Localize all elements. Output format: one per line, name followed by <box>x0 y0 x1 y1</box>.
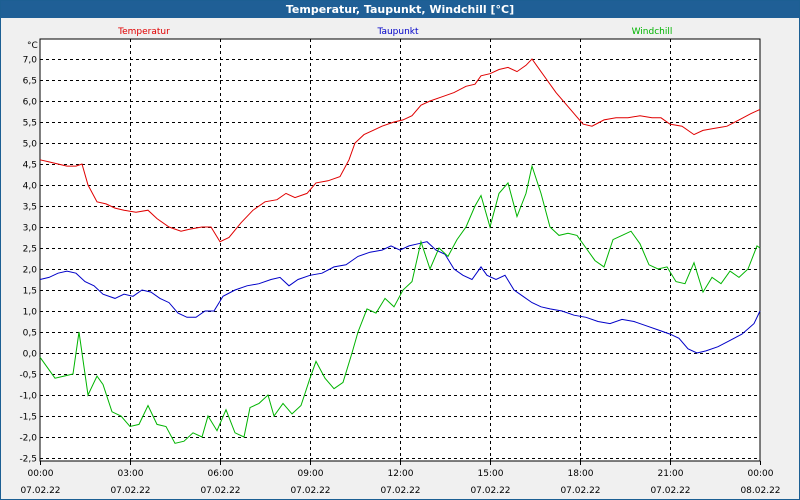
y-tick-label: 3,5 <box>23 203 37 213</box>
y-tick-label: 6,0 <box>23 98 38 108</box>
x-tick-date: 07.02.22 <box>20 486 60 496</box>
y-tick-label: -1,0 <box>19 392 37 402</box>
x-tick-time: 03:00 <box>118 469 144 479</box>
y-tick-label: 3,0 <box>23 224 38 234</box>
y-tick-label: 0,0 <box>23 350 38 360</box>
x-tick-time: 00:00 <box>28 469 54 479</box>
y-tick-label: 1,5 <box>23 287 37 297</box>
y-tick-label: 1,0 <box>23 308 38 318</box>
y-tick-label: -2,5 <box>19 455 37 465</box>
y-axis-label: °C <box>27 41 38 51</box>
y-tick-label: 7,0 <box>23 56 38 66</box>
x-tick-date: 08.02.22 <box>740 486 780 496</box>
legend-windchill: Windchill <box>632 27 673 37</box>
y-tick-label: 5,0 <box>23 140 38 150</box>
series-layer <box>39 58 761 444</box>
series-line-temperatur <box>39 58 761 243</box>
x-tick-time: 00:00 <box>748 469 774 479</box>
x-tick-date: 07.02.22 <box>470 486 510 496</box>
x-tick-time: 09:00 <box>298 469 324 479</box>
x-tick-time: 21:00 <box>658 469 684 479</box>
legend: Temperatur Taupunkt Windchill <box>117 27 672 37</box>
y-tick-label: 0,5 <box>23 329 37 339</box>
x-tick-time: 12:00 <box>388 469 414 479</box>
y-tick-label: -0,5 <box>19 371 37 381</box>
x-tick-date: 07.02.22 <box>200 486 240 496</box>
y-tick-label: 5,5 <box>23 119 37 129</box>
series-line-taupunkt <box>39 241 761 354</box>
x-tick-date: 07.02.22 <box>560 486 600 496</box>
series-line-windchill <box>39 164 761 444</box>
y-tick-label: 2,5 <box>23 245 37 255</box>
x-axis: 00:00 07.02.22 03:00 07.02.22 06:00 07.02.22 0… <box>20 469 780 496</box>
x-tick-date: 07.02.22 <box>290 486 330 496</box>
y-tick-label: -1,5 <box>19 413 37 423</box>
x-tick-time: 15:00 <box>478 469 504 479</box>
x-tick-date: 07.02.22 <box>380 486 420 496</box>
y-tick-label: 4,0 <box>23 182 38 192</box>
window-title: Temperatur, Taupunkt, Windchill [°C] <box>1 1 799 18</box>
y-tick-label: 6,5 <box>23 77 37 87</box>
legend-temperatur: Temperatur <box>117 27 170 37</box>
legend-taupunkt: Taupunkt <box>376 27 419 37</box>
y-tick-label: 2,0 <box>23 266 38 276</box>
y-tick-label: 4,5 <box>23 161 37 171</box>
chart: 7,0 6,5 6,0 5,5 5,0 4,5 4,0 3,5 3,0 2,5 2,0 1,5 1,0 0… <box>19 27 780 496</box>
y-tick-label: -2,0 <box>19 434 37 444</box>
x-tick-time: 18:00 <box>568 469 594 479</box>
y-axis: 7,0 6,5 6,0 5,5 5,0 4,5 4,0 3,5 3,0 2,5 2,0 1,5 1,0 0… <box>19 56 37 465</box>
x-tick-time: 06:00 <box>208 469 234 479</box>
x-tick-date: 07.02.22 <box>650 486 690 496</box>
x-tick-date: 07.02.22 <box>110 486 150 496</box>
grid <box>40 39 761 465</box>
